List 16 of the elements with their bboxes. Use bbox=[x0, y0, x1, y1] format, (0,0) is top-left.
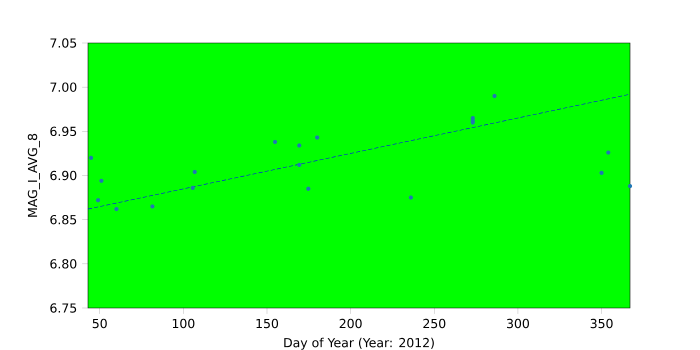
x-tick-label: 300 bbox=[507, 318, 529, 328]
y-tick-label: 6.95 bbox=[50, 126, 76, 136]
y-tick-label: 7.05 bbox=[50, 38, 76, 48]
x-tick-label: 200 bbox=[340, 318, 362, 328]
x-axis-title: Day of Year (Year: 2012) bbox=[284, 338, 434, 350]
y-tick-label: 7.00 bbox=[50, 82, 76, 92]
x-tick-label: 250 bbox=[423, 318, 446, 328]
y-axis-title: MAG_I_AVG_8 bbox=[28, 134, 40, 217]
y-tick-label: 6.85 bbox=[50, 214, 76, 224]
y-tick-label: 6.90 bbox=[50, 170, 76, 180]
x-tick-label: 50 bbox=[92, 318, 107, 328]
x-tick-label: 150 bbox=[256, 318, 278, 328]
x-tick-label: 100 bbox=[172, 318, 194, 328]
x-tick-label: 350 bbox=[590, 318, 613, 328]
y-tick-label: 6.75 bbox=[50, 303, 76, 313]
y-tick-label: 6.80 bbox=[50, 259, 76, 269]
